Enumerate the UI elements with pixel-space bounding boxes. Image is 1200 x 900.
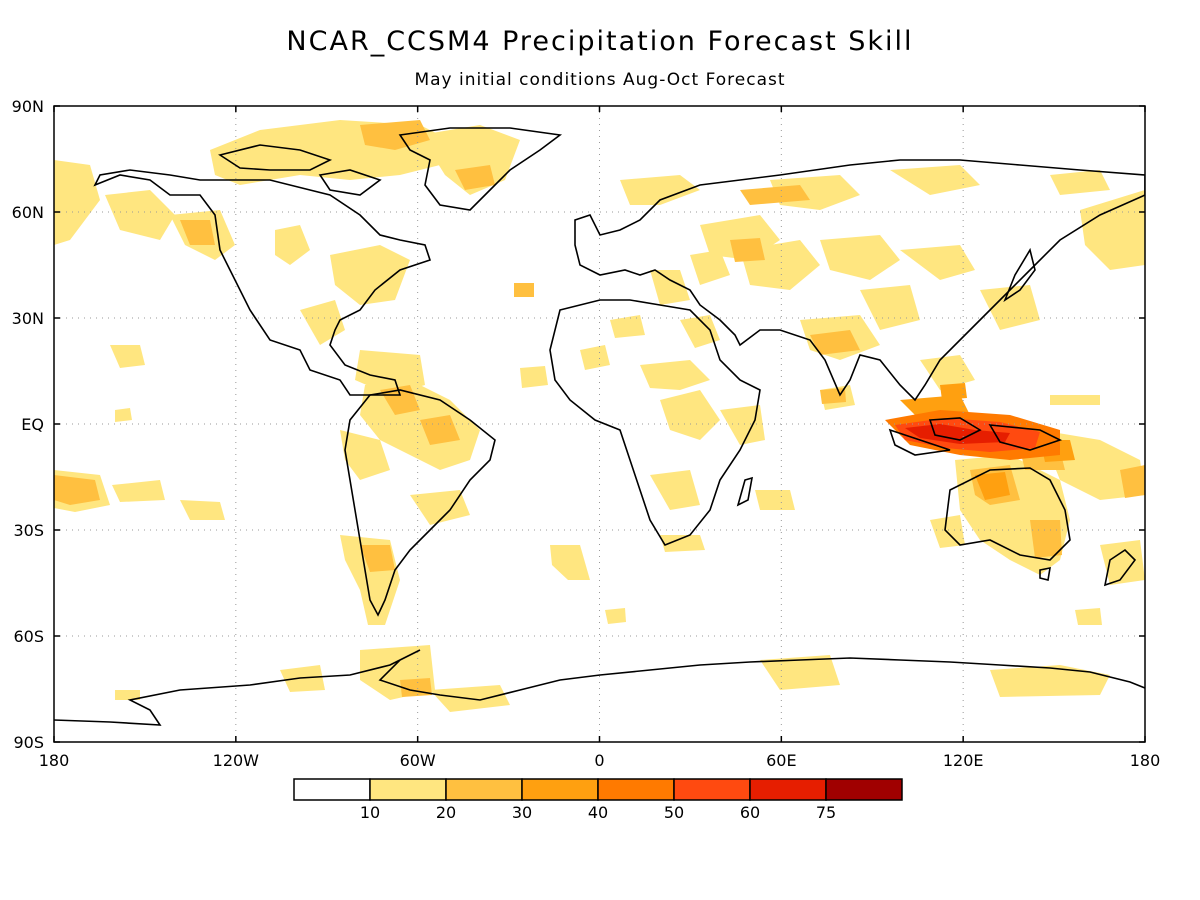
lon-tick-label: 0 xyxy=(594,751,604,770)
map-subtitle: May initial conditions Aug-Oct Forecast xyxy=(414,70,786,90)
map-title: NCAR_CCSM4 Precipitation Forecast Skill xyxy=(286,26,914,57)
gridlines xyxy=(54,106,1145,742)
colorbar-level-label: 10 xyxy=(360,803,380,822)
colorbar-level-label: 30 xyxy=(512,803,532,822)
colorbar-level-label: 20 xyxy=(436,803,456,822)
lat-tick-label: 30N xyxy=(12,309,44,328)
lon-tick-label: 180 xyxy=(1130,751,1161,770)
colorbar-level-label: 50 xyxy=(664,803,684,822)
colorbar-swatch xyxy=(749,778,827,801)
lat-tick-label: 30S xyxy=(13,521,44,540)
longitude-axis: 180 120W 60W 0 60E 120E 180 xyxy=(39,106,1161,770)
colorbar-swatch xyxy=(445,778,523,801)
lon-tick-label: 60W xyxy=(400,751,436,770)
lat-tick-label: 60S xyxy=(13,627,44,646)
colorbar-swatch xyxy=(673,778,751,801)
latitude-axis: 90N 60N 30N EQ 30S 60S 90S xyxy=(12,97,1145,752)
colorbar-swatch xyxy=(369,778,447,801)
lat-tick-label: EQ xyxy=(21,415,44,434)
colorbar-level-label: 40 xyxy=(588,803,608,822)
colorbar-swatch xyxy=(825,778,903,801)
lat-tick-label: 90N xyxy=(12,97,44,116)
lat-tick-label: 60N xyxy=(12,203,44,222)
skill-field-layer xyxy=(54,120,1145,712)
colorbar-level-label: 60 xyxy=(740,803,760,822)
coastlines xyxy=(54,127,1145,726)
lon-tick-label: 60E xyxy=(766,751,796,770)
lon-tick-label: 120W xyxy=(213,751,260,770)
lat-tick-label: 90S xyxy=(13,733,44,752)
colorbar-swatch xyxy=(293,778,371,801)
lon-tick-label: 180 xyxy=(39,751,70,770)
colorbar-level-label: 75 xyxy=(816,803,836,822)
colorbar: 10 20 30 40 50 60 75 xyxy=(293,778,903,822)
colorbar-swatch xyxy=(597,778,675,801)
colorbar-swatch xyxy=(521,778,599,801)
lon-tick-label: 120E xyxy=(943,751,984,770)
